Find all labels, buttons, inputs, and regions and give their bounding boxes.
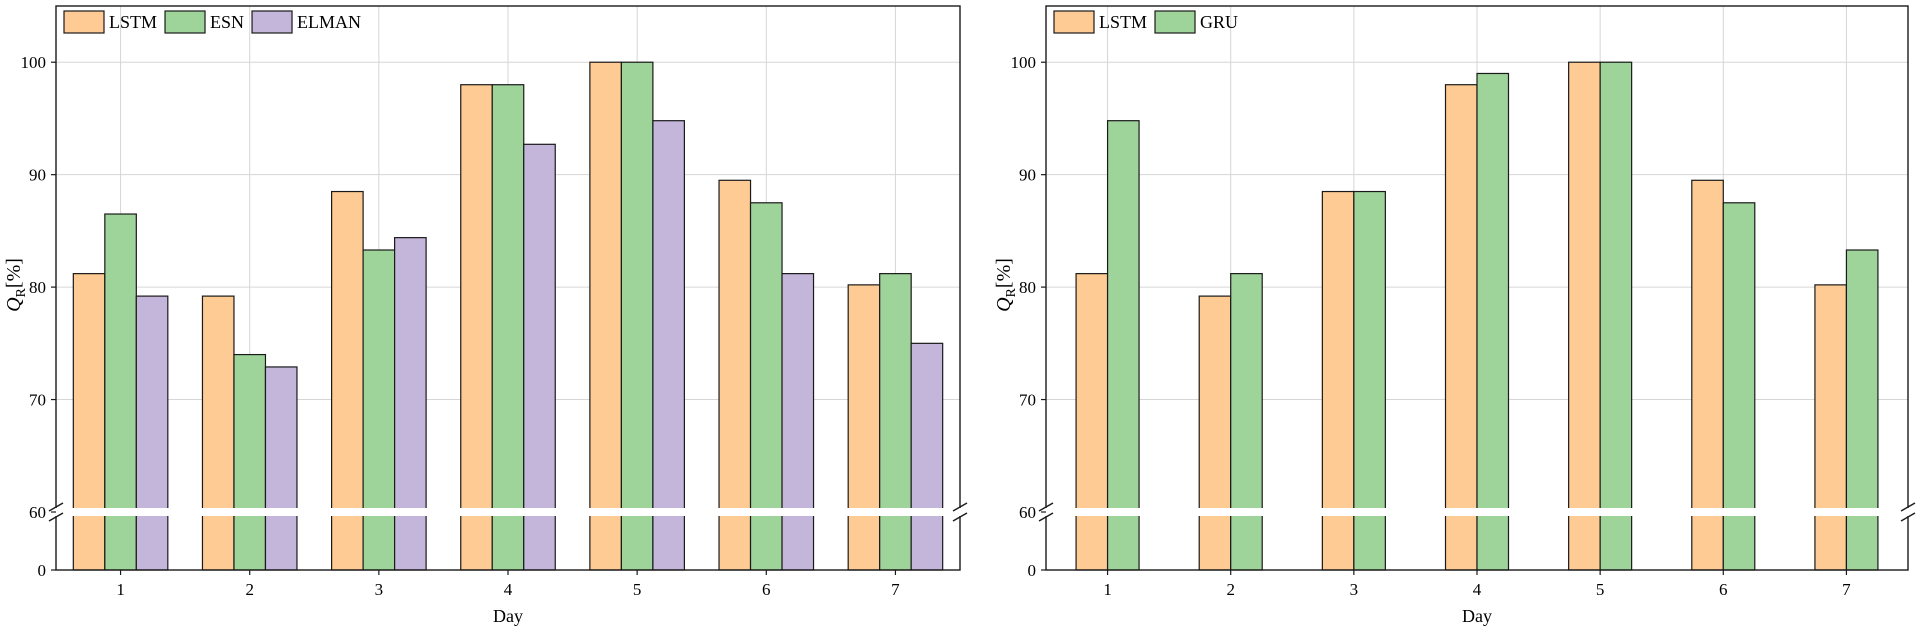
y-axis-label-sub: R [1004,287,1019,297]
x-tick-label: 1 [116,580,125,599]
axis-break-mark [48,502,64,512]
bar-lstm-day-3 [331,190,364,571]
legend-label-lstm: LSTM [1099,12,1147,32]
bar-elman-day-2 [264,366,298,571]
bar-esn-day-5 [620,61,654,571]
bar-esn-day-4 [491,84,525,571]
y-tick-label: 100 [21,53,47,72]
legend-label-gru: GRU [1200,12,1238,32]
bar-elman-day-4 [523,143,556,571]
y-tick-label: 90 [1019,166,1036,185]
bar-gru-day-2 [1230,273,1263,571]
chart-left: 60 70 80 90 100 0 1 2 3 4 5 6 7 Day QR[%] LSTM ESN ELMAN [3,5,972,626]
bar-lstm-day-2 [201,295,235,571]
bar-lstm-day-5 [589,61,622,571]
bar-gru-day-7 [1845,249,1879,571]
bar-gru-day-3 [1353,190,1386,571]
y-tick-label: 70 [29,391,46,410]
bar-lstm-day-7 [1814,284,1848,571]
x-axis-label: Day [1462,606,1492,626]
x-tick-label: 3 [375,580,384,599]
bar-lstm-day-4 [1444,84,1478,571]
y-tick-label: 60 [29,503,46,522]
y-axis-label-main: Q [993,297,1015,312]
bar-esn-day-7 [879,273,912,571]
chart-right: 60 70 80 90 100 0 1 2 3 4 5 6 7 Day QR[%] LSTM GRU [993,5,1920,626]
y-tick-label: 80 [29,278,46,297]
bar-elman-day-5 [652,120,685,571]
y-axis-label: QR[%] [3,258,29,312]
bar-elman-day-3 [394,237,427,571]
x-tick-label: 7 [891,580,900,599]
bar-lstm-day-4 [460,84,493,571]
bar-gru-day-4 [1476,72,1510,571]
legend-swatch-gru [1154,10,1196,34]
y-tick-label: 90 [29,166,46,185]
y-axis-label: QR[%] [993,258,1019,312]
axis-break-gap-right [958,508,962,516]
bar-esn-day-2 [233,353,267,571]
axis-break-gap-right [1906,508,1910,516]
axis-break-mark [48,512,64,522]
axis-break-mark [1900,502,1916,512]
y-axis-label-unit: [%] [993,258,1015,288]
x-tick-label: 6 [762,580,771,599]
legend-swatch-lstm [1053,10,1095,34]
y-axis-label-sub: R [14,287,29,297]
y-tick-label: 0 [38,561,47,580]
x-tick-label: 1 [1103,580,1112,599]
axis-break-band [1034,508,1920,516]
bar-elman-day-1 [135,295,169,571]
bar-lstm-day-6 [718,179,752,571]
x-tick-label: 5 [1596,580,1605,599]
axis-break-band [44,508,972,516]
x-tick-label: 6 [1719,580,1728,599]
x-tick-label: 4 [1473,580,1482,599]
bar-lstm-day-1 [72,273,106,571]
x-axis-label: Day [493,606,523,626]
bar-elman-day-6 [781,273,815,571]
axis-break-mark [952,502,968,512]
x-tick-label: 2 [1226,580,1235,599]
bar-elman-day-7 [910,342,944,571]
bar-lstm-day-7 [847,284,881,571]
axis-break-mark [1038,512,1054,522]
legend-label-lstm: LSTM [109,12,157,32]
bar-lstm-day-1 [1075,273,1109,571]
x-tick-label: 3 [1350,580,1359,599]
bar-esn-day-1 [104,213,137,571]
x-tick-label: 5 [633,580,642,599]
x-tick-label: 4 [504,580,513,599]
y-axis-label-unit: [%] [3,258,25,288]
bar-gru-day-1 [1106,120,1140,571]
axis-break-mark [952,512,968,522]
bar-lstm-day-2 [1198,295,1232,571]
bar-lstm-day-5 [1568,61,1601,571]
y-tick-label: 70 [1019,391,1036,410]
legend-swatch-esn [164,10,206,34]
bar-esn-day-3 [362,249,396,571]
bar-gru-day-5 [1599,61,1633,571]
y-tick-label: 80 [1019,278,1036,297]
y-tick-label: 100 [1011,53,1037,72]
y-tick-label: 0 [1028,561,1037,580]
legend-label-elman: ELMAN [297,12,361,32]
legend-swatch-elman [251,10,293,34]
x-tick-label: 2 [245,580,254,599]
legend-swatch-lstm [63,10,105,34]
y-axis-label-main: Q [3,297,25,312]
legend-label-esn: ESN [210,12,244,32]
y-tick-label: 60 [1019,503,1036,522]
axis-break-mark [1900,512,1916,522]
x-tick-label: 7 [1842,580,1851,599]
axis-break-mark [1038,502,1054,512]
